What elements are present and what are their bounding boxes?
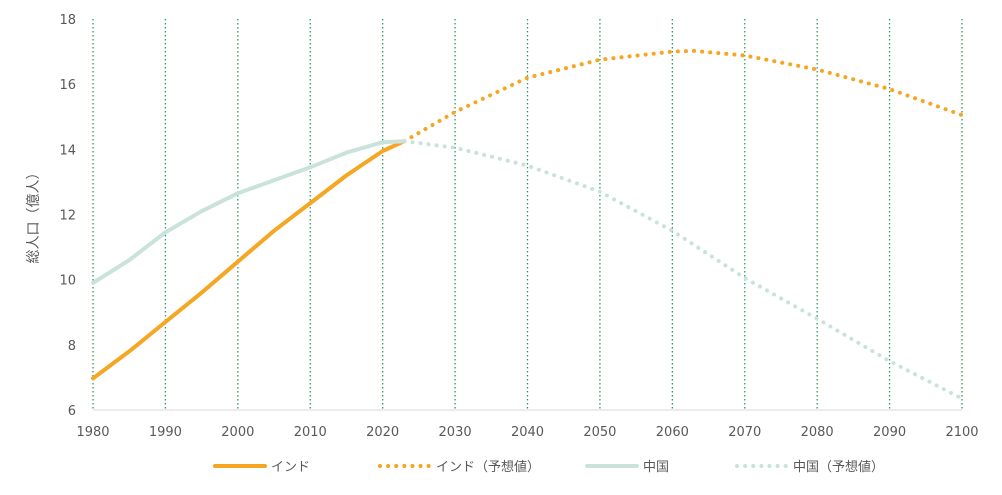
x-tick-label: 1980 (76, 425, 109, 440)
series-line-3 (402, 139, 964, 401)
x-tick-label: 2100 (945, 425, 978, 440)
y-tick-label: 8 (68, 339, 76, 354)
y-axis-label: 総人口（億人） (26, 166, 42, 264)
vertical-gridlines (92, 19, 963, 410)
x-tick-label: 2020 (366, 425, 399, 440)
y-tick-label: 14 (59, 143, 76, 158)
tick-labels: 1980 1990 2000 2010 2020 2030 2040 2050 2060 2070… (59, 13, 978, 440)
x-tick-label: 2050 (583, 425, 616, 440)
x-tick-label: 1990 (149, 425, 182, 440)
x-tick-label: 2030 (439, 425, 472, 440)
series-line-1 (402, 48, 964, 144)
x-tick-label: 2060 (656, 425, 689, 440)
data-series (91, 48, 964, 401)
x-tick-label: 2080 (801, 425, 834, 440)
x-tick-label: 2040 (511, 425, 544, 440)
y-tick-label: 12 (59, 209, 76, 224)
x-tick-label: 2010 (294, 425, 327, 440)
legend-label-1: インド（予想値） (436, 459, 540, 475)
legend: インド インド（予想値） 中国 中国（予想値） (213, 459, 884, 475)
x-tick-label: 2000 (221, 425, 254, 440)
x-tick-label: 2070 (728, 425, 761, 440)
y-tick-label: 10 (59, 274, 76, 289)
legend-label-3: 中国（予想値） (793, 459, 884, 475)
legend-label-0: インド (271, 460, 310, 475)
series-line-0 (91, 139, 407, 381)
y-tick-label: 16 (59, 78, 76, 93)
y-tick-label: 18 (59, 13, 76, 28)
y-tick-label: 6 (68, 404, 76, 419)
series-line-2 (91, 139, 407, 285)
legend-label-2: 中国 (643, 460, 669, 475)
x-tick-label: 2090 (873, 425, 906, 440)
